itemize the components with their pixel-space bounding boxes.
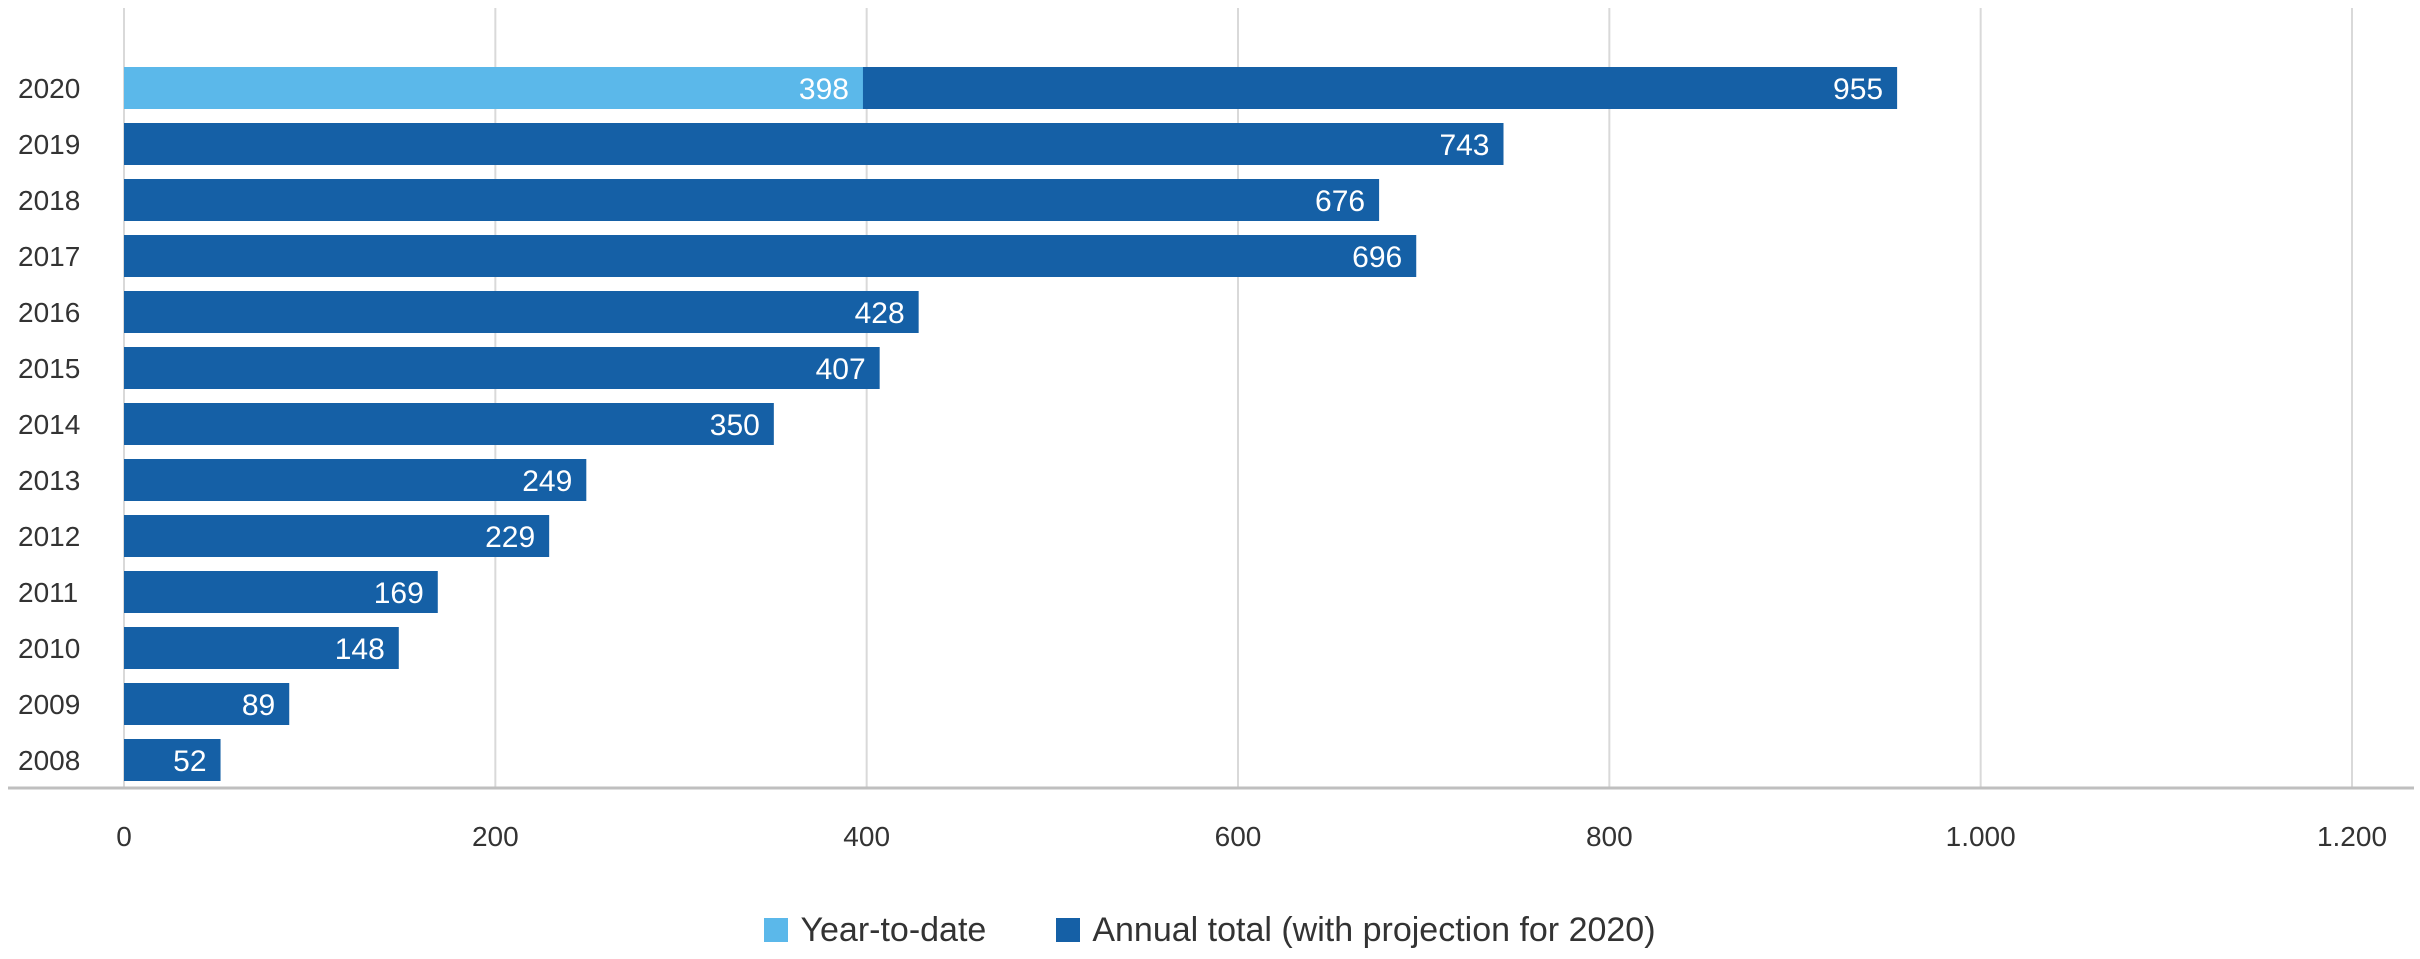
legend-label-annual: Annual total (with projection for 2020) [1092,910,1656,949]
data-label-annual: 148 [335,633,385,666]
data-label-annual: 743 [1439,129,1489,162]
bar-annual [124,459,587,501]
y-category-label: 2011 [18,577,78,608]
y-category-label: 2009 [18,689,80,720]
data-label-annual: 350 [710,409,760,442]
y-category-label: 2013 [18,465,80,496]
x-tick-label: 1.000 [1946,821,2016,852]
data-label-annual: 676 [1315,185,1365,218]
y-category-label: 2020 [18,73,80,104]
bar-annual [124,683,290,725]
bar-annual [124,347,880,389]
labels: 0 200 400 600 800 1.000 1.200 2020 955 398 2019 743… [18,73,2387,852]
data-label-annual: 955 [1833,73,1883,106]
data-label-annual: 229 [485,521,535,554]
legend-swatch-ytd [764,918,789,942]
data-label-annual: 52 [173,745,206,778]
legend: Year-to-date Annual total (with projecti… [0,905,2420,955]
data-label-annual: 89 [242,689,275,722]
y-category-label: 2016 [18,297,80,328]
bar-annual [124,123,1504,165]
bar-year-to-date [124,67,863,109]
x-tick-label: 400 [843,821,890,852]
data-label-annual: 169 [374,577,424,610]
data-label-year-to-date: 398 [799,73,849,106]
bar-annual [124,291,919,333]
legend-label-ytd: Year-to-date [800,910,987,949]
x-tick-label: 0 [116,821,132,852]
bar-annual [124,179,1380,221]
bar-annual [124,235,1417,277]
legend-item-annual: Annual total (with projection for 2020) [1056,910,1656,950]
y-category-label: 2014 [18,409,80,440]
x-tick-label: 1.200 [2317,821,2387,852]
bars [124,67,1898,781]
y-category-label: 2018 [18,185,80,216]
x-tick-label: 600 [1215,821,1262,852]
bar-annual [124,403,774,445]
data-label-annual: 696 [1352,241,1402,274]
y-category-label: 2015 [18,353,80,384]
x-tick-label: 200 [472,821,519,852]
y-category-label: 2017 [18,241,80,272]
data-label-annual: 249 [522,465,572,498]
y-category-label: 2008 [18,745,80,776]
y-category-label: 2012 [18,521,80,552]
y-category-label: 2010 [18,633,80,664]
bar-annual [124,627,399,669]
bar-annual [124,515,550,557]
legend-item-ytd: Year-to-date [764,911,986,950]
bar-annual [124,571,438,613]
data-label-annual: 407 [816,353,866,386]
y-category-label: 2019 [18,129,80,160]
data-label-annual: 428 [855,297,905,330]
legend-swatch-annual [1056,918,1081,942]
bar-annual [124,739,221,781]
x-tick-label: 800 [1586,821,1633,852]
